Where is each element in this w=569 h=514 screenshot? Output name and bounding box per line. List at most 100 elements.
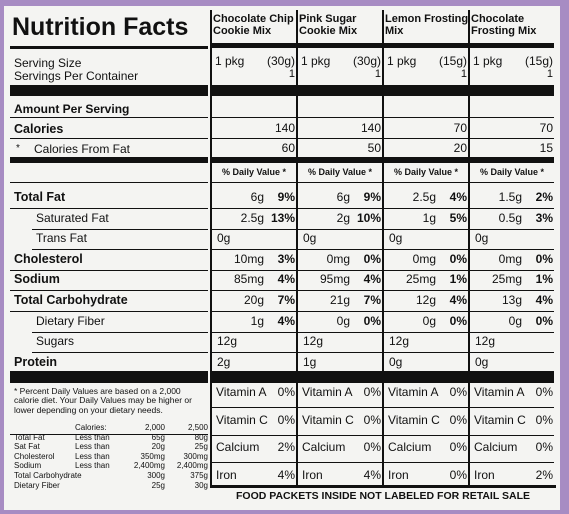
- rule: [212, 182, 296, 183]
- rule: [298, 352, 382, 354]
- nutrient-label: Total Carbohydrate: [14, 293, 128, 307]
- rule: [10, 311, 208, 312]
- amount: 6g: [336, 190, 350, 204]
- amount: 12g: [389, 334, 410, 349]
- footnote-cell: Calories:: [75, 423, 107, 432]
- footnote-cell: 2,000: [144, 423, 165, 432]
- footnote-cell: 65g: [151, 432, 165, 442]
- nutrient-label: Saturated Fat: [36, 210, 109, 225]
- rule: [298, 157, 382, 163]
- daily-value: 0%: [363, 251, 381, 266]
- vitamin-value: 0%: [363, 412, 381, 427]
- footnote-cell: Sodium: [14, 461, 42, 471]
- amount: 0mg: [498, 251, 522, 266]
- rule: [212, 228, 296, 230]
- daily-value-header: % Daily Value *: [221, 167, 287, 177]
- vitamin: Vitamin C: [388, 412, 440, 427]
- rule: [32, 249, 208, 251]
- rule: [212, 249, 296, 251]
- rule: [212, 371, 296, 383]
- serving-size: 1 pkg: [387, 54, 417, 68]
- daily-value: 4%: [363, 272, 381, 287]
- amount: 25mg: [491, 272, 522, 287]
- rule: [470, 117, 554, 118]
- serving-size: 1 pkg: [215, 54, 245, 68]
- daily-value: 4%: [449, 190, 467, 204]
- amount: 0g: [475, 354, 489, 369]
- rule: [212, 434, 296, 436]
- amount: 2g: [217, 354, 231, 369]
- serving-weight: (15g): [524, 54, 553, 68]
- vitamin: Calcium: [302, 440, 346, 454]
- footnote: * Percent Daily Values are based on a 2,…: [14, 386, 192, 415]
- footnote-cell: 300mg: [183, 451, 208, 461]
- vitamin: Iron: [474, 467, 495, 482]
- nutrient-label: Cholesterol: [14, 251, 83, 266]
- rule: [384, 138, 468, 139]
- footnote-cell: 2,500: [187, 423, 208, 432]
- daily-value: 5%: [449, 210, 467, 225]
- rule: [10, 117, 208, 118]
- rule: [470, 290, 554, 292]
- rule: [298, 85, 382, 96]
- rule: [470, 85, 554, 96]
- daily-value-header: % Daily Value *: [393, 167, 459, 177]
- rule: [298, 43, 382, 48]
- vitamin-value: 0%: [535, 412, 553, 427]
- footnote-cell: Cholesterol: [14, 451, 55, 461]
- footnote-cell: Less than: [75, 442, 110, 452]
- serving-weight: (15g): [438, 54, 467, 68]
- daily-value: 7%: [363, 293, 381, 307]
- nutrient-label: Trans Fat: [36, 231, 87, 246]
- rule: [384, 182, 468, 183]
- product-name: Chocolate Frosting Mix: [471, 13, 537, 38]
- rule: [10, 371, 208, 383]
- rule: [212, 331, 296, 333]
- rule: [298, 208, 382, 209]
- serving-size: 1 pkg: [301, 54, 331, 68]
- row-label: Calories From Fat: [34, 142, 131, 156]
- daily-value: 0%: [535, 251, 553, 266]
- rule: [470, 228, 554, 230]
- daily-value: 7%: [277, 293, 295, 307]
- footnote-cell: Total Carbohydrate: [14, 471, 82, 480]
- vitamin: Vitamin A: [216, 385, 267, 399]
- footnote-cell: Total Fat: [14, 432, 45, 442]
- footnote-cell: Less than: [75, 432, 110, 442]
- rule: [298, 290, 382, 292]
- rule: [212, 290, 296, 292]
- rule: [212, 462, 296, 463]
- rule: [470, 138, 554, 139]
- vitamin-value: 0%: [363, 385, 381, 399]
- calories-from-fat: 15: [539, 141, 553, 155]
- rule: [10, 157, 208, 163]
- daily-value: 4%: [449, 293, 467, 307]
- vitamin: Iron: [216, 467, 237, 482]
- vitamin: Vitamin C: [216, 412, 268, 427]
- nutrient-label: Protein: [14, 354, 58, 369]
- product-name: Chocolate Chip Cookie Mix: [213, 13, 294, 38]
- footnote-cell: Less than: [75, 461, 110, 471]
- vitamin: Calcium: [388, 440, 432, 454]
- product-name: Pink Sugar Cookie Mix: [299, 13, 358, 38]
- servings: 1: [288, 68, 295, 80]
- amount: 0mg: [326, 251, 350, 266]
- rule: [384, 331, 468, 333]
- footnote-cell: Dietary Fiber: [14, 480, 60, 490]
- calories-from-fat: 60: [281, 141, 295, 155]
- footnote-cell: Sat Fat: [14, 442, 40, 452]
- vitamin-value: 0%: [449, 467, 467, 482]
- title: Nutrition Facts: [12, 13, 189, 41]
- rule: [212, 117, 296, 118]
- amount: 0g: [389, 354, 403, 369]
- amount: 85mg: [233, 272, 264, 287]
- vitamin: Vitamin C: [302, 412, 354, 427]
- calories: 140: [274, 121, 295, 135]
- nutrient-label: Dietary Fiber: [36, 313, 105, 328]
- vitamin-value: 0%: [449, 412, 467, 427]
- amount: 25mg: [405, 272, 436, 287]
- rule: [212, 138, 296, 139]
- daily-value: 4%: [277, 313, 295, 328]
- daily-value: 13%: [270, 210, 295, 225]
- product-name: Lemon Frosting Mix: [385, 13, 469, 38]
